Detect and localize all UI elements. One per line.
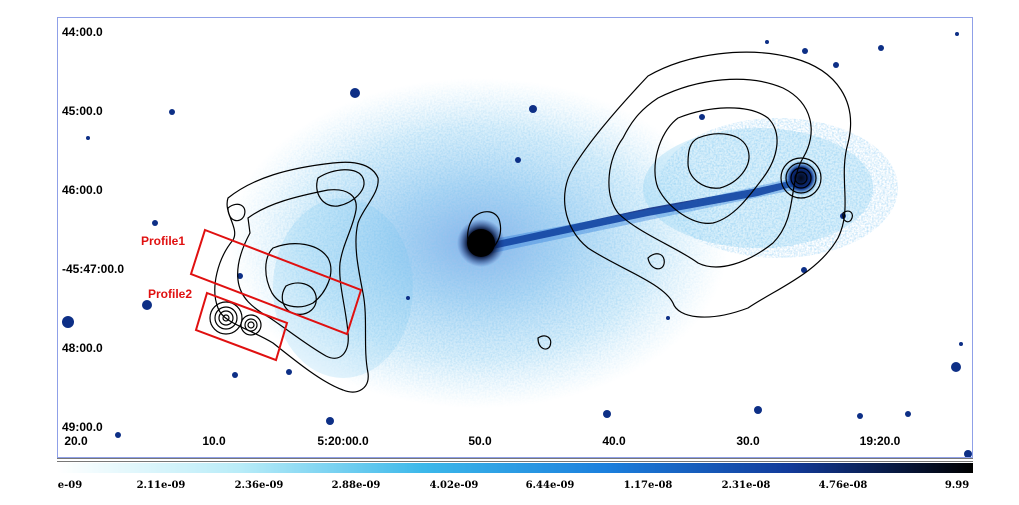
colorbar-tick: 2.11e-09 [136, 480, 186, 491]
colorbar-tick: 2.31e-08 [721, 480, 771, 491]
colorbar-tick: 1.17e-08 [623, 480, 673, 491]
jet [488, 176, 803, 254]
dec-label-48: 48:00.0 [62, 341, 103, 355]
profile1-region [189, 228, 363, 336]
dec-label-49: 49:00.0 [62, 420, 103, 434]
ra-label-2: 5:20:00.0 [317, 434, 369, 448]
ra-label-6: 19:20.0 [859, 434, 901, 448]
xray-map-svg [58, 18, 972, 457]
profile2-label: Profile2 [148, 287, 193, 301]
ra-label-3: 50.0 [468, 434, 492, 448]
ra-label-1: 10.0 [202, 434, 226, 448]
xray-image-panel [57, 17, 973, 458]
profile-regions [189, 228, 363, 362]
colorbar-tick: 9.99 [944, 480, 970, 491]
colorbar-tick: e-09 [57, 480, 83, 491]
dec-label-47: -45:47:00.0 [62, 262, 125, 276]
ra-label-0: 20.0 [64, 434, 88, 448]
ra-label-4: 40.0 [602, 434, 626, 448]
colorbar-tick: 4.02e-09 [429, 480, 479, 491]
nucleus-core-center [467, 229, 495, 257]
colorbar-tick: 4.76e-08 [818, 480, 868, 491]
profile2-region [194, 291, 289, 362]
colorbar-separator-lines [57, 458, 973, 464]
point-sources [62, 32, 972, 457]
dec-label-44: 44:00.0 [62, 25, 103, 39]
ra-label-5: 30.0 [736, 434, 760, 448]
dec-label-45: 45:00.0 [62, 104, 103, 118]
colorbar [57, 463, 973, 473]
colorbar-tick: 2.36e-09 [234, 480, 284, 491]
colorbar-tick: 2.88e-09 [331, 480, 381, 491]
profile1-label: Profile1 [141, 234, 186, 248]
hotspot [783, 160, 819, 196]
dec-label-46: 46:00.0 [62, 183, 103, 197]
colorbar-tick: 6.44e-09 [525, 480, 575, 491]
radio-contours [209, 51, 854, 393]
